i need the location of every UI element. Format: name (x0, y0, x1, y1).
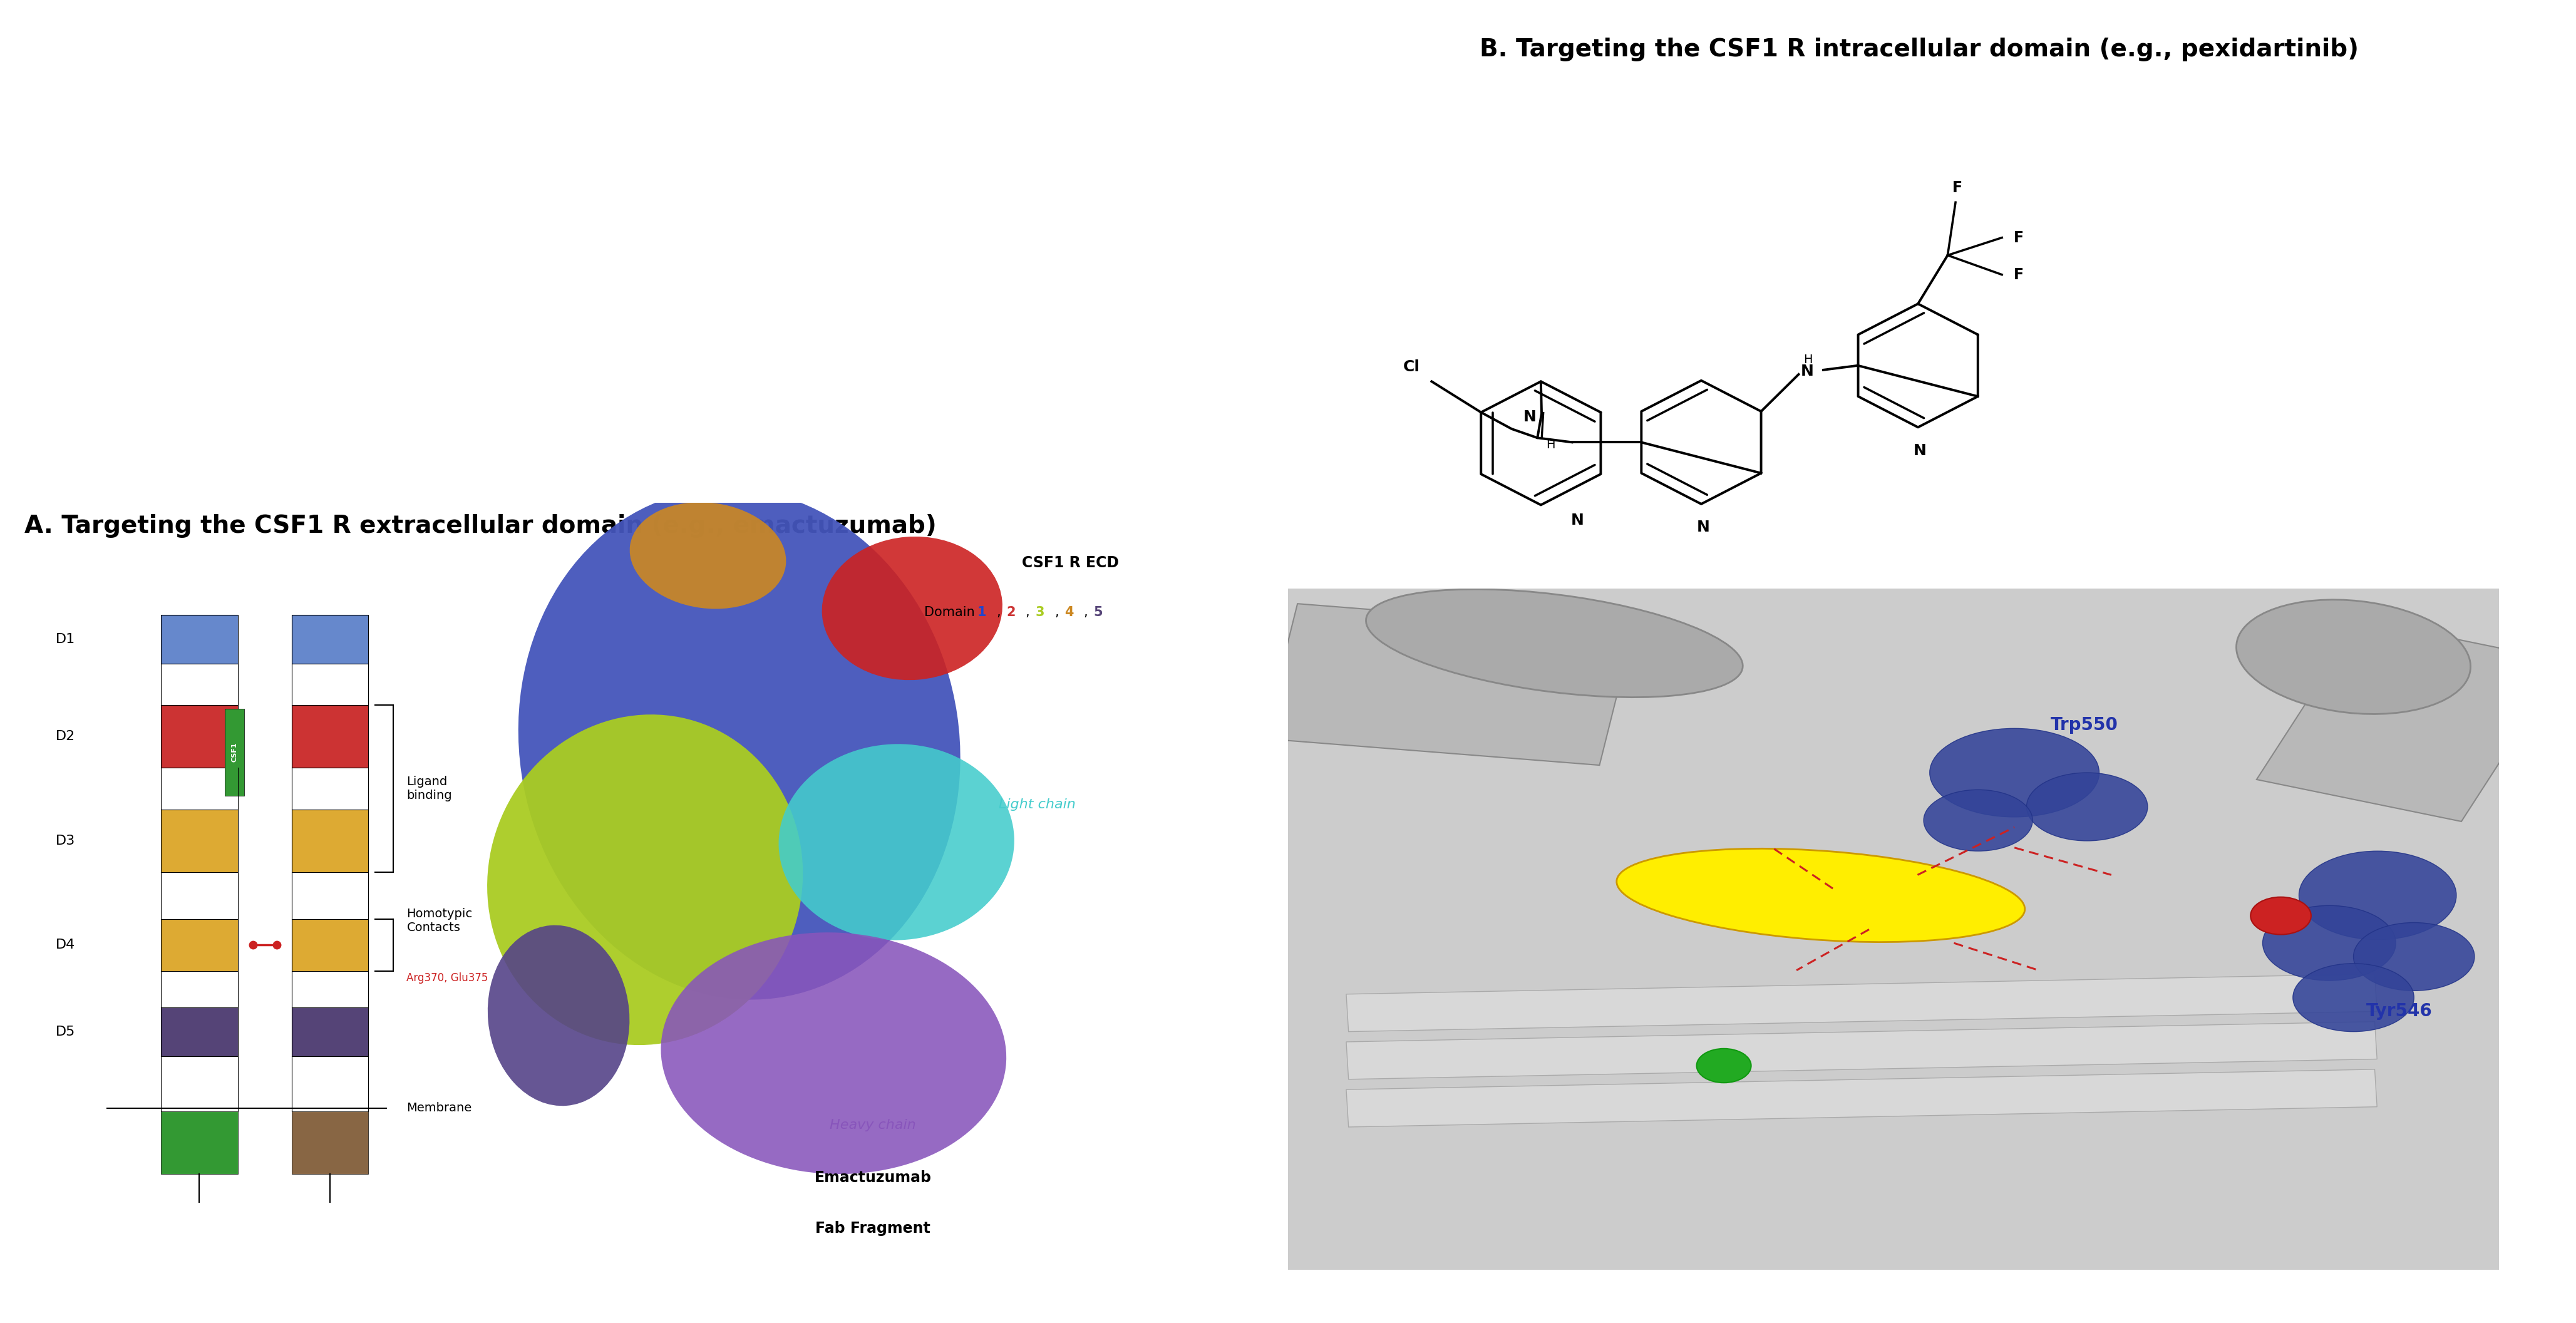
Bar (291, 615, 368, 664)
Ellipse shape (1698, 1049, 1752, 1082)
Bar (160, 1111, 237, 1175)
Ellipse shape (487, 925, 629, 1106)
Text: Emactuzumab: Emactuzumab (814, 1170, 933, 1185)
Text: CSF1: CSF1 (232, 742, 237, 762)
Text: D1: D1 (57, 634, 75, 646)
Bar (160, 919, 237, 971)
Ellipse shape (2262, 905, 2396, 980)
Text: Trp550: Trp550 (2050, 716, 2117, 734)
Text: 2: 2 (1007, 606, 1015, 618)
Ellipse shape (1365, 589, 1744, 697)
Bar (1347, 1069, 2378, 1127)
Bar (2257, 619, 2566, 822)
Text: 3: 3 (1036, 606, 1046, 618)
Bar (1347, 1021, 2378, 1080)
Text: Membrane: Membrane (407, 1102, 471, 1114)
Ellipse shape (662, 933, 1007, 1174)
Text: ,: , (1084, 606, 1087, 618)
Bar (1265, 603, 1633, 765)
Ellipse shape (2236, 599, 2470, 714)
Text: N: N (1571, 512, 1584, 528)
Ellipse shape (2251, 897, 2311, 934)
Bar (291, 1111, 368, 1175)
Text: B. Targeting the CSF1 R intracellular domain (e.g., pexidartinib): B. Targeting the CSF1 R intracellular do… (1479, 38, 2360, 61)
Text: N: N (1914, 443, 1927, 458)
Text: 5: 5 (1095, 606, 1103, 618)
Bar (291, 919, 368, 971)
Text: N: N (1522, 410, 1538, 425)
Ellipse shape (1618, 848, 2025, 942)
Text: Heavy chain: Heavy chain (829, 1119, 917, 1131)
Text: ,: , (1025, 606, 1030, 618)
Ellipse shape (2298, 851, 2458, 939)
Text: F: F (2014, 267, 2025, 282)
Text: 1: 1 (976, 606, 987, 618)
Bar (291, 810, 368, 872)
Bar (160, 615, 237, 664)
Text: H: H (1546, 439, 1556, 451)
Text: D3: D3 (57, 835, 75, 847)
Text: D2: D2 (57, 730, 75, 742)
Text: Light chain: Light chain (999, 798, 1077, 811)
Ellipse shape (2027, 773, 2148, 841)
Text: ,: , (997, 606, 999, 618)
Text: D5: D5 (57, 1025, 75, 1039)
Text: ,: , (1054, 606, 1059, 618)
Ellipse shape (778, 744, 1015, 941)
Text: F: F (2014, 230, 2025, 245)
Ellipse shape (518, 488, 961, 1000)
Text: F: F (1953, 180, 1963, 196)
Text: Cl: Cl (1404, 360, 1419, 374)
Ellipse shape (629, 503, 786, 609)
Text: CSF1 R ECD: CSF1 R ECD (1023, 556, 1118, 570)
Text: Fab Fragment: Fab Fragment (817, 1221, 930, 1236)
Ellipse shape (2293, 963, 2414, 1032)
Ellipse shape (487, 714, 804, 1045)
Bar (291, 705, 368, 767)
Bar (160, 705, 237, 767)
Text: Domain: Domain (925, 606, 979, 618)
Ellipse shape (1924, 790, 2032, 851)
Text: 4: 4 (1064, 606, 1074, 618)
Text: Arg370, Glu375: Arg370, Glu375 (407, 972, 489, 984)
Bar (160, 1008, 237, 1056)
Bar (291, 1008, 368, 1056)
Text: Tyr546: Tyr546 (2365, 1003, 2432, 1020)
Ellipse shape (822, 537, 1002, 680)
Ellipse shape (1929, 729, 2099, 818)
Bar (1347, 974, 2378, 1032)
Text: H: H (1803, 353, 1814, 365)
Text: N: N (1801, 364, 1814, 378)
Bar (224, 709, 245, 795)
Bar (160, 810, 237, 872)
Text: Ligand
binding: Ligand binding (407, 775, 453, 802)
Ellipse shape (2354, 922, 2476, 991)
Text: D4: D4 (57, 939, 75, 951)
Text: A. Targeting the CSF1 R extracellular domain (e.g., emactuzumab): A. Targeting the CSF1 R extracellular do… (26, 515, 938, 537)
Text: N: N (1698, 520, 1710, 534)
Text: Homotypic
Contacts: Homotypic Contacts (407, 908, 471, 934)
